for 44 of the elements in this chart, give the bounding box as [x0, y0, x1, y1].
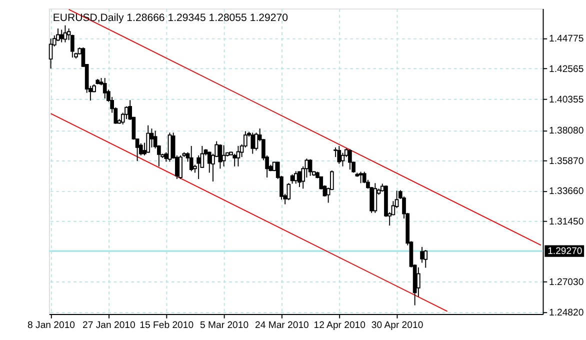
- candlestick: [420, 246, 424, 264]
- candlestick: [340, 152, 345, 167]
- candlestick: [232, 153, 237, 167]
- candlestick: [373, 182, 378, 214]
- x-tick-label: 30 Apr 2010: [371, 320, 424, 331]
- x-tick-label: 12 Apr 2010: [314, 320, 366, 331]
- candlestick: [218, 144, 222, 170]
- candlestick: [48, 38, 53, 70]
- candlestick: [63, 24, 68, 43]
- x-tick-label: 24 Mar 2010: [255, 320, 309, 331]
- candlestick: [286, 182, 291, 201]
- y-tick-label: 1.24820: [549, 308, 584, 318]
- candlestick: [189, 145, 194, 172]
- candlestick: [298, 170, 302, 188]
- x-tick-label: 15 Feb 2010: [140, 320, 194, 331]
- y-tick-label: 1.27030: [549, 277, 584, 288]
- candlestick: [178, 154, 182, 180]
- y-tick-label: 1.42565: [549, 64, 584, 75]
- y-tick-label: 1.40355: [549, 94, 584, 106]
- y-tick-label: 1.31450: [549, 216, 584, 228]
- candlestick: [236, 145, 240, 167]
- candlestick: [416, 266, 420, 298]
- x-tick-label: 5 Mar 2010: [200, 320, 249, 331]
- candlestick: [348, 148, 352, 170]
- y-tick-label: 1.35870: [549, 156, 584, 167]
- candlestick: [337, 145, 342, 164]
- ref-line-label: 1.29270: [548, 246, 582, 257]
- candlestick: [254, 132, 258, 151]
- candlestick: [102, 78, 107, 99]
- candlestick: [308, 158, 312, 176]
- candlestick: [60, 29, 64, 43]
- candlestick: [294, 170, 298, 184]
- candlestick: [290, 174, 294, 184]
- y-tick-label: 1.44775: [549, 34, 584, 45]
- y-tick-label: 1.38080: [549, 126, 584, 137]
- y-tick-label: 1.33660: [549, 186, 584, 198]
- candlestick: [358, 171, 363, 184]
- candlestick: [424, 250, 428, 268]
- x-tick-label: 27 Jan 2010: [82, 320, 136, 331]
- candlestick: [222, 144, 226, 167]
- candlestick: [250, 132, 255, 154]
- candlestick: [196, 154, 200, 180]
- candlestick: [146, 124, 150, 154]
- x-tick-label: 8 Jan 2010: [28, 320, 76, 331]
